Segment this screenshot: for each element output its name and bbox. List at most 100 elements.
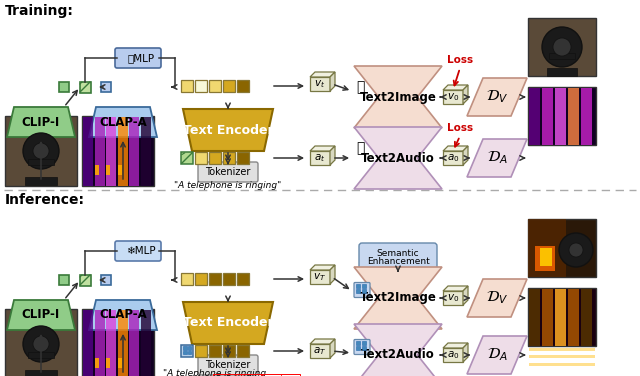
Text: 🔥MLP: 🔥MLP <box>127 53 155 63</box>
Bar <box>529 355 595 358</box>
Text: CLAP-A: CLAP-A <box>99 115 147 129</box>
Bar <box>209 345 221 357</box>
Polygon shape <box>443 85 468 90</box>
Polygon shape <box>310 72 335 77</box>
Bar <box>362 341 365 344</box>
Bar <box>188 350 191 354</box>
Circle shape <box>542 27 582 67</box>
Bar <box>83 310 93 376</box>
Bar <box>443 348 463 362</box>
Bar <box>188 346 191 350</box>
Bar <box>209 273 221 285</box>
Bar <box>183 346 186 350</box>
FancyBboxPatch shape <box>115 241 161 261</box>
Text: Semantic: Semantic <box>377 250 419 259</box>
Bar <box>529 289 540 346</box>
Polygon shape <box>330 72 335 91</box>
Bar <box>237 80 249 92</box>
Text: Loss: Loss <box>447 123 473 133</box>
Polygon shape <box>467 336 527 374</box>
Bar <box>443 90 463 104</box>
Polygon shape <box>183 302 273 344</box>
Bar <box>28 159 54 165</box>
Bar <box>5 309 77 376</box>
Polygon shape <box>183 109 273 151</box>
Bar <box>195 273 207 285</box>
Bar <box>528 288 596 346</box>
Text: $\mathcal{D}_A$: $\mathcal{D}_A$ <box>486 347 508 363</box>
Bar <box>528 219 596 277</box>
Bar <box>555 88 566 145</box>
Text: 🔥: 🔥 <box>356 80 364 94</box>
Bar <box>181 273 193 285</box>
Bar <box>237 273 249 285</box>
Polygon shape <box>467 279 527 317</box>
Bar <box>79 82 90 92</box>
Bar <box>223 273 235 285</box>
Text: 🔥: 🔥 <box>356 141 364 155</box>
Bar <box>362 346 365 350</box>
Text: CLIP-I: CLIP-I <box>22 115 60 129</box>
Bar <box>542 88 553 145</box>
Text: CLAP-A: CLAP-A <box>99 308 147 321</box>
Bar <box>528 87 596 145</box>
Text: $v_T$: $v_T$ <box>314 271 326 283</box>
Circle shape <box>559 233 593 267</box>
Polygon shape <box>310 265 335 270</box>
Bar <box>95 310 104 376</box>
Polygon shape <box>330 146 335 165</box>
Bar <box>568 289 579 346</box>
Polygon shape <box>467 139 527 177</box>
Polygon shape <box>467 78 527 116</box>
Bar <box>79 274 90 285</box>
Text: Text2Image: Text2Image <box>360 91 436 103</box>
Text: $v_0$: $v_0$ <box>447 292 459 304</box>
Text: CLIP-I: CLIP-I <box>22 308 60 321</box>
Bar <box>83 117 93 186</box>
Polygon shape <box>7 107 75 137</box>
Bar <box>195 152 207 164</box>
Bar <box>529 363 595 366</box>
Bar <box>25 370 57 376</box>
FancyBboxPatch shape <box>115 48 161 68</box>
Bar <box>542 289 553 346</box>
Circle shape <box>23 133 59 169</box>
Text: Loss: Loss <box>447 55 473 65</box>
Circle shape <box>553 38 571 56</box>
FancyBboxPatch shape <box>198 162 258 182</box>
Bar <box>237 345 249 357</box>
Bar <box>549 53 575 59</box>
Polygon shape <box>354 267 442 329</box>
Bar <box>106 117 116 186</box>
Text: Text2Audio: Text2Audio <box>361 349 435 361</box>
Circle shape <box>569 243 583 257</box>
Text: $\mathcal{D}_A$: $\mathcal{D}_A$ <box>486 150 508 166</box>
Bar <box>223 152 235 164</box>
Bar <box>141 117 150 186</box>
Polygon shape <box>443 343 468 348</box>
Text: $a_0$: $a_0$ <box>447 152 460 164</box>
Bar <box>82 309 154 376</box>
Bar <box>310 344 330 358</box>
Bar <box>362 284 365 288</box>
FancyBboxPatch shape <box>354 340 370 355</box>
Bar <box>528 18 596 76</box>
Text: $a_T$: $a_T$ <box>314 345 326 357</box>
Polygon shape <box>354 66 442 128</box>
Bar <box>310 270 330 284</box>
Bar <box>581 289 592 346</box>
FancyBboxPatch shape <box>359 243 437 271</box>
Text: $a_t$: $a_t$ <box>314 152 326 164</box>
Polygon shape <box>310 146 335 151</box>
Bar <box>362 289 365 293</box>
Bar <box>356 289 360 293</box>
Bar <box>535 246 555 271</box>
Bar <box>106 310 116 376</box>
Bar <box>555 289 566 346</box>
Bar <box>581 88 592 145</box>
Bar <box>310 77 330 91</box>
Bar <box>118 310 127 376</box>
Bar <box>118 117 127 186</box>
Bar <box>95 117 104 186</box>
Text: Text2Audio: Text2Audio <box>361 152 435 165</box>
